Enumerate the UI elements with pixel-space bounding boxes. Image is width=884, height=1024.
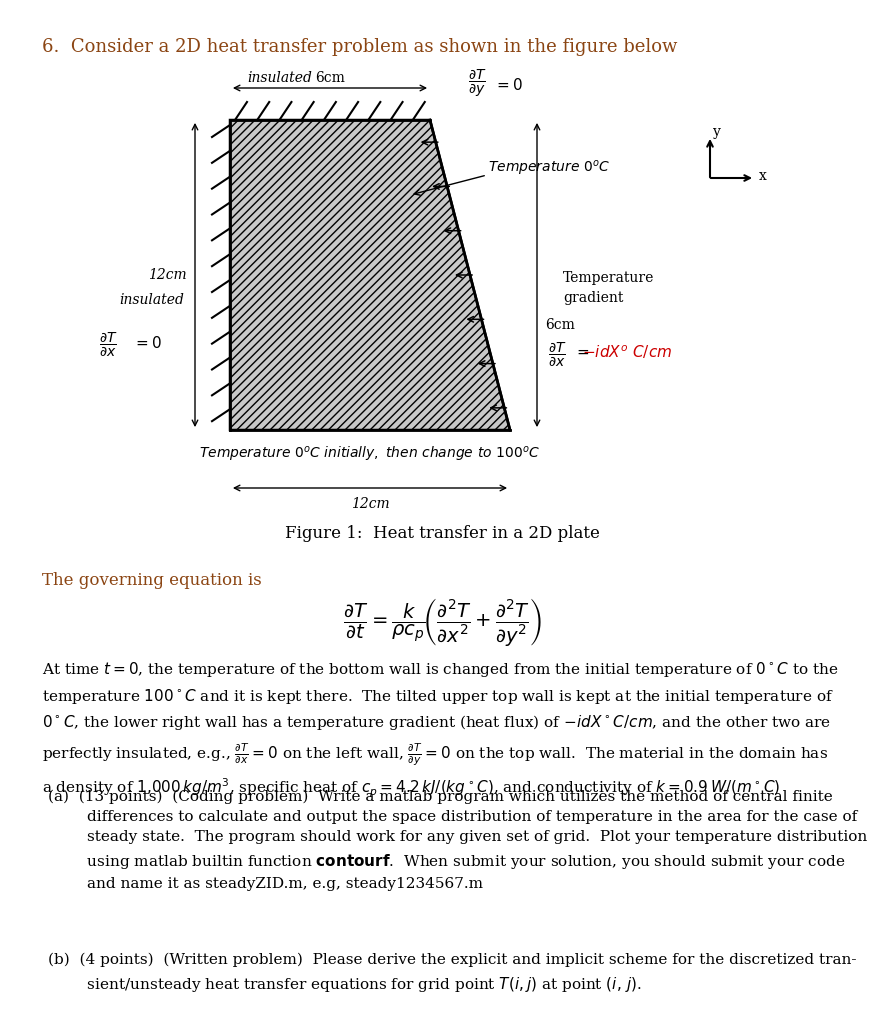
Text: The governing equation is: The governing equation is: [42, 572, 262, 589]
Text: $-idX^o\ C/cm$: $-idX^o\ C/cm$: [582, 343, 672, 360]
Text: 6cm: 6cm: [545, 318, 575, 332]
Text: $Temperature\ 0^oC$: $Temperature\ 0^oC$: [488, 159, 610, 177]
Text: Figure 1:  Heat transfer in a 2D plate: Figure 1: Heat transfer in a 2D plate: [285, 525, 599, 543]
Text: y: y: [713, 125, 720, 139]
Text: (a)  (13 points)  (Coding problem)  Write a matlab program which utilizes the me: (a) (13 points) (Coding problem) Write a…: [48, 790, 867, 891]
Text: $=0$: $=0$: [133, 335, 163, 351]
Text: $\dfrac{\partial T}{\partial y}$: $\dfrac{\partial T}{\partial y}$: [468, 68, 486, 98]
Text: $=0$: $=0$: [494, 77, 523, 93]
Text: $\dfrac{\partial T}{\partial x}$: $\dfrac{\partial T}{\partial x}$: [99, 331, 118, 359]
Text: x: x: [759, 169, 767, 183]
Text: 12cm: 12cm: [149, 268, 187, 282]
Text: 12cm: 12cm: [351, 497, 389, 511]
Text: Temperature
gradient: Temperature gradient: [563, 271, 654, 305]
Text: $Temperature\ 0^oC\ initially,\ then\ change\ to\ 100^oC$: $Temperature\ 0^oC\ initially,\ then\ ch…: [200, 445, 540, 465]
Text: 6cm: 6cm: [315, 71, 345, 85]
Polygon shape: [230, 120, 510, 430]
Text: $\dfrac{\partial T}{\partial t} = \dfrac{k}{\rho c_p}\!\left(\dfrac{\partial^2 T: $\dfrac{\partial T}{\partial t} = \dfrac…: [343, 596, 541, 648]
Text: At time $t = 0$, the temperature of the bottom wall is changed from the initial : At time $t = 0$, the temperature of the …: [42, 660, 839, 801]
Text: (b)  (4 points)  (Written problem)  Please derive the explicit and implicit sche: (b) (4 points) (Written problem) Please …: [48, 953, 857, 994]
Text: $= $: $= $: [574, 345, 591, 359]
Text: $\dfrac{\partial T}{\partial x}$: $\dfrac{\partial T}{\partial x}$: [548, 341, 567, 370]
Text: insulated: insulated: [248, 71, 312, 85]
Text: 6.  Consider a 2D heat transfer problem as shown in the figure below: 6. Consider a 2D heat transfer problem a…: [42, 38, 677, 56]
Text: insulated: insulated: [119, 293, 185, 307]
